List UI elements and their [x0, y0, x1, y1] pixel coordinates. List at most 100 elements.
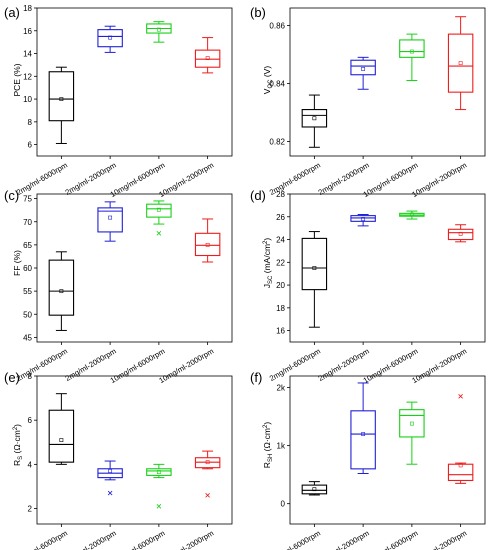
box-f-4: [447, 394, 474, 484]
iqr-box-b-1: [301, 109, 328, 128]
y-ticks-c: 45 50 55 60 65 70 75: [23, 195, 37, 342]
box-b-1: [301, 94, 328, 148]
x-tick-label-a-4: 10mg/ml-2000rpm: [157, 161, 215, 200]
mean-e-3: [156, 470, 161, 474]
iqr-box-f-2: [350, 410, 376, 470]
iqr-box-b-3: [399, 39, 425, 58]
iqr-box-c-3: [146, 203, 172, 218]
panel-label-d: (d): [250, 188, 266, 203]
mean-a-2: [108, 35, 113, 40]
y-ticks-e: 2 4 6 8: [28, 372, 37, 514]
mean-c-2: [108, 215, 113, 220]
box-d-3: [399, 210, 425, 220]
plot-frame-f: [289, 375, 486, 525]
box-f-3: [399, 401, 425, 465]
y-tick-label-e-3: 8: [28, 372, 33, 381]
boxes-f: [301, 382, 474, 496]
mean-b-3: [409, 49, 414, 54]
y-tick-label-c-2: 55: [23, 287, 32, 296]
x-ticks-b: 2mg/ml-6000rpm2mg/ml-2000rpm10mg/ml-6000…: [268, 156, 468, 199]
y-tick-label-e-0: 2: [28, 505, 33, 514]
y-tick-label-d-4: 24: [276, 236, 285, 245]
y-tick-label-c-4: 65: [23, 241, 32, 250]
iqr-box-f-1: [301, 484, 328, 495]
box-d-4: [447, 224, 474, 243]
mean-c-3: [156, 207, 161, 212]
x-tick-label-f-3: 10mg/ml-6000rpm: [362, 529, 420, 550]
y-ticks-f: 0 1k 2k: [277, 384, 290, 509]
iqr-box-e-4: [194, 457, 221, 469]
y-ticks-d: 16 18 20 22 24 26 28: [276, 190, 290, 336]
ylabel-a: PCE (%): [12, 63, 22, 96]
iqr-box-a-1: [48, 71, 75, 122]
x-tick-label-f-4: 10mg/ml-2000rpm: [410, 529, 468, 550]
panel-c: (c) FF (%) 45 50 55 60 65 70 75 2mg/ml-6000rpm…: [4, 188, 233, 385]
y-tick-label-a-2: 10: [23, 95, 32, 104]
iqr-box-e-3: [146, 468, 172, 476]
x-ticks-c: 2mg/ml-6000rpm2mg/ml-2000rpm10mg/ml-6000…: [15, 342, 215, 385]
x-tick-label-d-1: 2mg/ml-6000rpm: [268, 347, 322, 383]
x-ticks-d: 2mg/ml-6000rpm2mg/ml-2000rpm10mg/ml-6000…: [268, 342, 468, 385]
mean-a-4: [205, 56, 210, 60]
x-tick-label-a-1: 2mg/ml-6000rpm: [15, 161, 69, 197]
boxes-b: [301, 16, 474, 148]
x-tick-label-e-1: 2mg/ml-6000rpm: [15, 529, 69, 550]
x-tick-label-c-1: 2mg/ml-6000rpm: [15, 347, 69, 383]
panel-label-b: (b): [250, 5, 266, 20]
iqr-box-c-2: [97, 207, 123, 233]
box-b-4: [447, 16, 474, 111]
mean-d-4: [458, 231, 463, 236]
box-c-1: [48, 251, 75, 331]
box-a-2: [97, 25, 123, 53]
y-tick-label-a-1: 8: [28, 118, 33, 127]
box-c-3: [146, 200, 172, 236]
panel-label-f: (f): [250, 370, 262, 385]
y-tick-label-b-2: 0.86: [269, 21, 285, 30]
y-tick-label-d-3: 22: [276, 258, 285, 267]
y-axis-label-f: RSH (Ω·cm2): [262, 422, 274, 469]
box-c-2: [97, 201, 123, 242]
box-e-2: [97, 460, 123, 496]
plot-frame-a: [36, 7, 233, 157]
y-tick-label-f-2: 2k: [277, 384, 286, 393]
boxes-e: [48, 393, 221, 509]
x-tick-label-d-4: 10mg/ml-2000rpm: [410, 347, 468, 386]
y-tick-label-d-0: 16: [276, 327, 285, 336]
iqr-box-d-2: [350, 215, 376, 222]
iqr-box-d-1: [301, 237, 328, 291]
y-tick-label-d-5: 26: [276, 213, 285, 222]
y-tick-label-f-0: 0: [281, 500, 286, 509]
iqr-box-f-3: [399, 409, 425, 438]
boxes-d: [301, 210, 474, 328]
panel-b: (b) VOC (V) 0.82 0.84 0.86 2mg/ml-6000rpm2…: [250, 5, 486, 199]
mean-f-3: [409, 421, 414, 426]
outlier-e-3-0: [156, 504, 162, 509]
mean-c-1: [59, 289, 64, 294]
panel-label-c: (c): [4, 188, 19, 203]
y-axis-label-a: PCE (%): [12, 63, 22, 96]
x-tick-label-b-4: 10mg/ml-2000rpm: [410, 161, 468, 200]
boxes-c: [48, 200, 221, 331]
box-e-4: [194, 450, 221, 498]
ylabel-c: FF (%): [12, 250, 22, 276]
y-tick-label-d-2: 20: [276, 281, 285, 290]
x-ticks-f: 2mg/ml-6000rpm2mg/ml-2000rpm10mg/ml-6000…: [268, 524, 468, 550]
mean-b-2: [361, 67, 366, 71]
y-tick-label-c-3: 60: [23, 264, 32, 273]
box-e-1: [48, 393, 75, 465]
y-tick-label-d-6: 28: [276, 190, 285, 199]
y-tick-label-b-1: 0.84: [269, 79, 285, 88]
mean-b-4: [458, 61, 463, 66]
mean-a-1: [59, 97, 64, 101]
x-tick-label-e-2: 2mg/ml-2000rpm: [64, 529, 118, 550]
plot-frame-d: [289, 193, 486, 343]
mean-d-3: [409, 212, 414, 217]
outlier-c-3-0: [156, 231, 162, 236]
y-axis-label-e: RS (Ω·cm2): [12, 424, 24, 466]
panel-a: (a) PCE (%) 6 8 10 12 14 16 18 2mg/ml-6000rpm2…: [4, 4, 233, 200]
y-tick-label-e-1: 4: [28, 460, 33, 469]
box-b-2: [350, 56, 376, 90]
mean-b-1: [312, 116, 317, 121]
y-tick-label-c-5: 70: [23, 218, 32, 227]
iqr-box-c-1: [48, 259, 75, 316]
